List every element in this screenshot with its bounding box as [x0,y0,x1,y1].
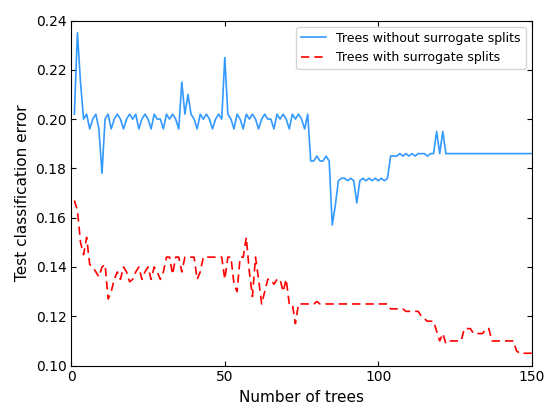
Legend: Trees without surrogate splits, Trees with surrogate splits: Trees without surrogate splits, Trees wi… [296,27,526,69]
X-axis label: Number of trees: Number of trees [239,390,364,405]
Trees without surrogate splits [393,154,400,159]
Trees without surrogate splits [329,223,335,228]
Trees without surrogate splits [335,178,342,183]
Trees with surrogate splits [529,351,535,356]
Line: Trees without surrogate splits: Trees without surrogate splits [74,33,532,225]
Trees with surrogate splits [310,302,317,307]
Trees without surrogate splits [529,151,535,156]
Trees with surrogate splits [252,255,259,260]
Trees without surrogate splits [74,30,81,35]
Trees with surrogate splits [329,302,335,307]
Trees with surrogate splits [71,198,78,203]
Trees without surrogate splits [314,154,320,159]
Trees with surrogate splits [516,351,523,356]
Trees without surrogate splits [71,112,78,117]
Trees without surrogate splits [225,112,231,117]
Line: Trees with surrogate splits: Trees with surrogate splits [74,200,532,353]
Trees with surrogate splits [449,339,455,344]
Y-axis label: Test classification error: Test classification error [15,105,30,281]
Trees with surrogate splits [221,277,228,282]
Trees with surrogate splits [387,306,394,311]
Trees without surrogate splits [255,126,262,131]
Trees without surrogate splits [455,151,461,156]
